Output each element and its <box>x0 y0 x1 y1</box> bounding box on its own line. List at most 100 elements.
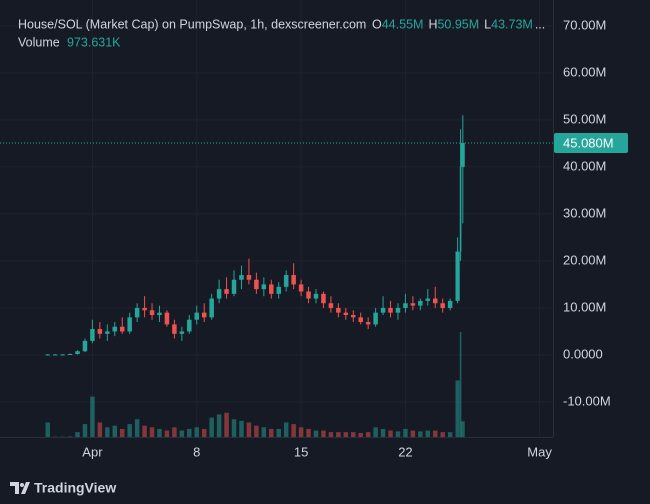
brand-logo <box>10 482 30 494</box>
volume-bar <box>410 430 416 437</box>
y-tick-label: 10.00M <box>563 299 606 314</box>
candle-body <box>425 298 431 301</box>
candle-body <box>440 303 445 308</box>
volume-bar <box>142 425 147 437</box>
candle-body <box>164 312 170 325</box>
volume-bar <box>298 427 304 437</box>
candle-body <box>410 303 416 306</box>
volume-bar <box>283 422 289 437</box>
candle-body <box>313 293 319 299</box>
candle-body <box>380 307 386 313</box>
candle-body <box>246 275 252 280</box>
volume-bar <box>201 428 207 437</box>
y-tick-label: -10.00M <box>563 393 611 408</box>
candle-body <box>209 298 214 318</box>
candle-body <box>97 329 103 334</box>
candle-body <box>276 286 281 294</box>
x-tick-label: 15 <box>294 444 308 459</box>
ohlc-key: O <box>372 17 382 31</box>
candle-body <box>328 303 334 308</box>
volume-bar <box>246 422 252 437</box>
candle-body <box>459 166 462 252</box>
candle-body <box>254 279 259 290</box>
volume-bar <box>276 428 281 437</box>
volume-bar <box>395 431 401 437</box>
volume-bar <box>164 430 170 437</box>
volume-bar <box>172 427 177 437</box>
candle-body <box>269 284 274 294</box>
candle-body <box>60 354 65 356</box>
candle-body <box>45 354 50 356</box>
volume-bar <box>179 430 185 437</box>
candle-body <box>172 324 177 334</box>
candle-body <box>157 312 162 315</box>
candle-body <box>261 284 267 290</box>
volume-bar <box>127 424 132 437</box>
volume-bar <box>187 428 192 437</box>
marks <box>0 115 553 437</box>
volume-bar <box>351 432 356 437</box>
volume-bar <box>209 417 214 437</box>
candle-body <box>216 289 222 299</box>
candle-body <box>447 300 453 308</box>
candle-body <box>239 275 244 280</box>
volume-bar <box>343 432 349 437</box>
volume-bar <box>459 332 462 437</box>
volume-bar <box>105 427 110 437</box>
volume-bar <box>321 430 326 437</box>
last-price-label: 45.080M <box>563 135 614 150</box>
ohlc-key: H <box>428 17 437 31</box>
volume-bar <box>365 432 371 437</box>
candle-body <box>231 279 237 294</box>
volume-bar <box>134 419 140 437</box>
y-tick-label: 60.00M <box>563 64 606 79</box>
volume-bar <box>216 414 222 437</box>
volume-bar <box>75 432 80 437</box>
candle-body <box>403 303 408 308</box>
y-tick-label: 0.0000 <box>563 346 603 361</box>
last-price-tag <box>554 133 628 154</box>
volume-bar <box>418 431 423 437</box>
volume-bar <box>194 427 200 437</box>
candle-body <box>432 298 438 304</box>
candle-body <box>455 251 460 301</box>
candle-body <box>179 331 185 334</box>
volume-bar <box>261 427 267 437</box>
x-tick-label: 8 <box>193 444 200 459</box>
candle-body <box>52 354 58 356</box>
volume-bar <box>254 425 259 437</box>
brand-logo-dot <box>20 483 24 487</box>
y-tick-label: 30.00M <box>563 205 606 220</box>
volume-bar <box>119 428 125 437</box>
candle-body <box>194 312 200 320</box>
x-tick-label: May <box>527 444 552 459</box>
volume-bar <box>447 432 453 437</box>
ohlc-key: L <box>484 17 491 31</box>
candle-body <box>388 307 393 313</box>
volume-bar <box>440 432 445 437</box>
volume-bar <box>224 412 229 437</box>
volume-bar <box>425 430 431 437</box>
ohlc-value: 44.55M <box>382 17 424 31</box>
volume-bar <box>82 424 88 437</box>
candle-body <box>105 331 110 334</box>
candle-body <box>395 307 401 313</box>
volume-bar <box>313 430 319 437</box>
volume-bar <box>388 430 393 437</box>
candle-body <box>336 307 341 313</box>
candle-body <box>365 322 371 325</box>
volume-bar <box>328 432 334 437</box>
candle-body <box>373 312 378 325</box>
ohlc-value: 50.95M <box>437 17 479 31</box>
volume-bar <box>403 428 408 437</box>
volume-bar <box>336 432 341 437</box>
candle-body <box>134 307 140 318</box>
candle-body <box>343 312 349 315</box>
y-tick-label: 40.00M <box>563 158 606 173</box>
candle-body <box>75 351 80 355</box>
brand: TradingView <box>10 480 116 496</box>
volume-value: 973.631K <box>67 35 121 49</box>
